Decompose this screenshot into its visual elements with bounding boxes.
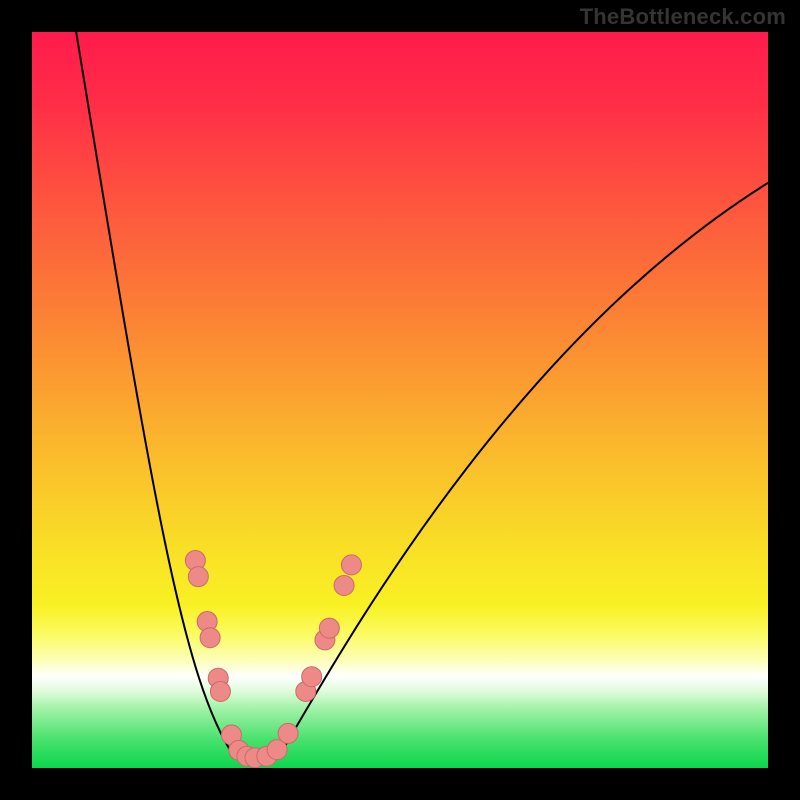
chart-frame: TheBottleneck.com <box>0 0 800 800</box>
plot-area <box>32 32 768 768</box>
data-marker <box>302 667 322 687</box>
data-marker <box>188 567 208 587</box>
data-marker <box>278 723 298 743</box>
data-marker <box>341 555 361 575</box>
data-marker <box>334 575 354 595</box>
data-marker <box>319 618 339 638</box>
watermark-text: TheBottleneck.com <box>580 4 786 30</box>
gradient-background <box>32 32 768 768</box>
data-marker <box>200 628 220 648</box>
data-marker <box>210 681 230 701</box>
plot-svg <box>32 32 768 768</box>
